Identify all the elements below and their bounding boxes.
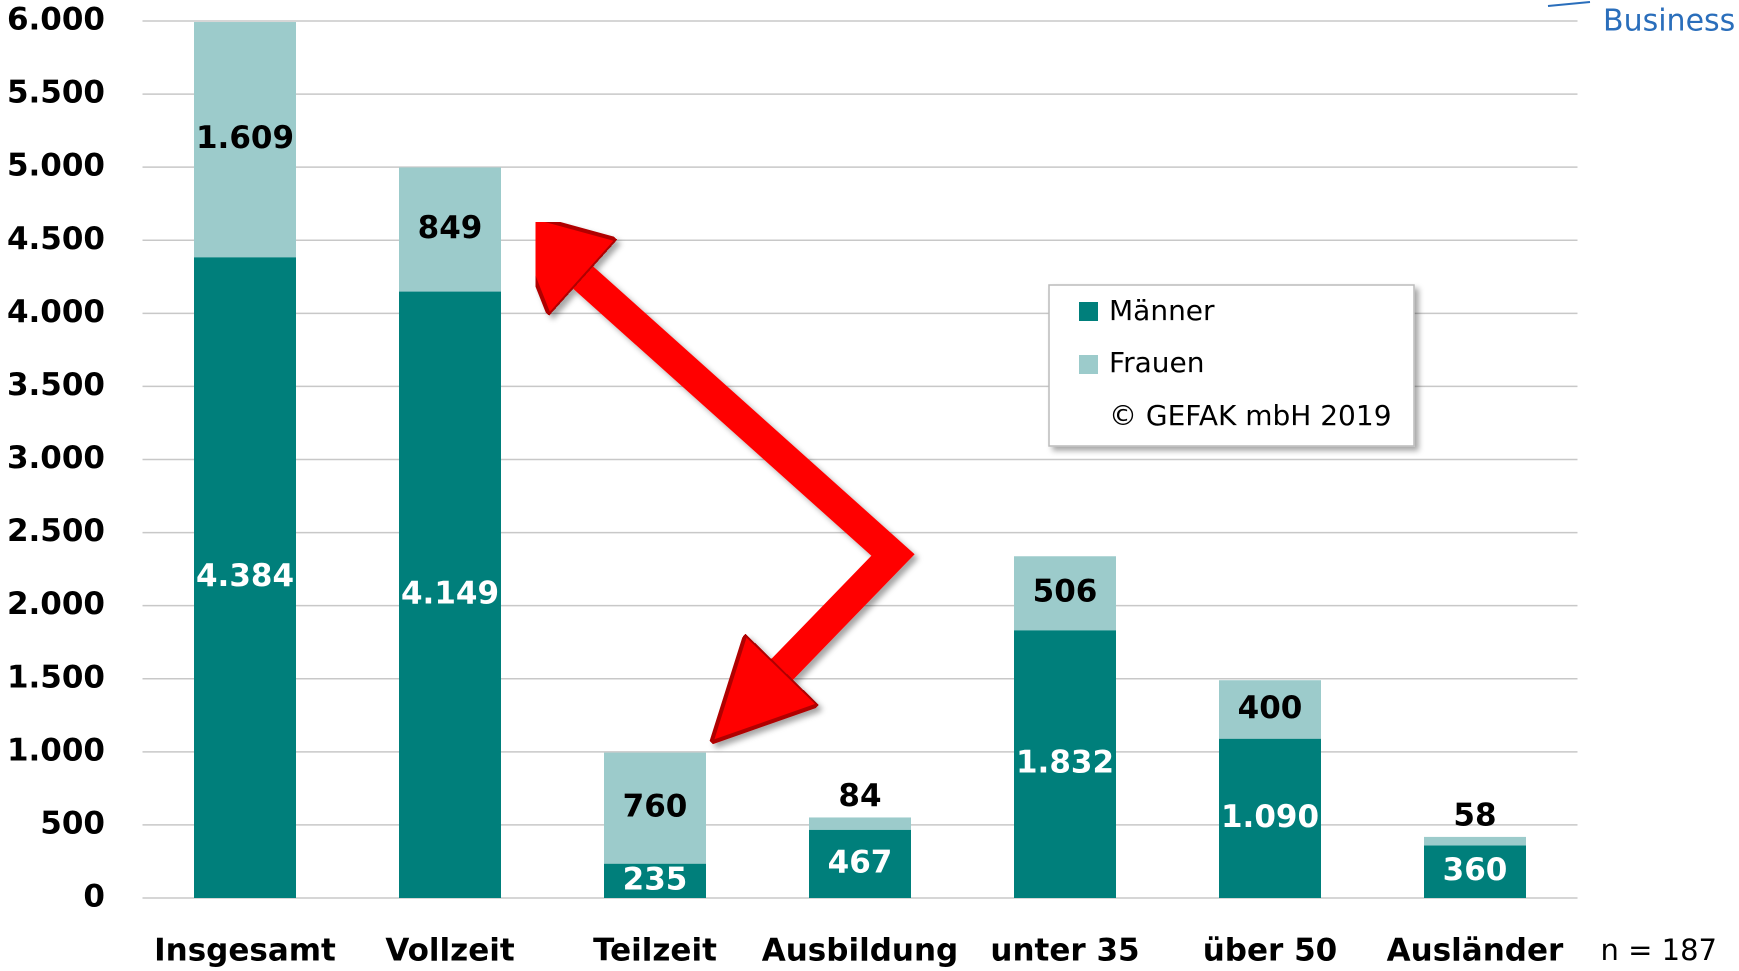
y-tick-label: 5.500 — [7, 75, 105, 111]
legend-note: © GEFAK mbH 2019 — [1109, 399, 1392, 432]
legend-swatch — [1079, 302, 1098, 321]
y-tick-label: 4.000 — [7, 294, 105, 330]
y-tick-label: 2.500 — [7, 513, 105, 549]
data-label: 849 — [418, 210, 483, 246]
bar-segment — [1424, 836, 1526, 846]
y-tick-label: 6.000 — [7, 2, 105, 38]
data-label: 1.832 — [1016, 745, 1114, 781]
data-label: 467 — [828, 844, 893, 880]
legend-swatch — [1079, 355, 1098, 374]
data-label: 84 — [838, 778, 881, 814]
y-tick-label: 3.500 — [7, 367, 105, 403]
y-tick-label: 4.500 — [7, 221, 105, 257]
x-tick-label: Teilzeit — [593, 933, 717, 969]
x-tick-label: unter 35 — [990, 933, 1139, 969]
labels: Insgesamt 4.384 1.609 Vollzeit 4.149 849 Teilz… — [154, 120, 1564, 968]
bars — [194, 22, 1526, 898]
y-tick-label: 1.500 — [7, 659, 105, 695]
bar-segment — [1014, 630, 1116, 898]
data-label: 1.090 — [1221, 799, 1319, 835]
bar-segment — [1424, 845, 1526, 898]
x-tick-label: Ausbildung — [762, 933, 958, 969]
x-tick-label: über 50 — [1203, 933, 1338, 969]
data-label: 400 — [1238, 690, 1303, 726]
data-label: 235 — [623, 861, 688, 897]
data-label: 58 — [1453, 797, 1496, 833]
legend-label: Männer — [1109, 294, 1215, 327]
bar-segment — [194, 257, 296, 898]
x-tick-label: Vollzeit — [385, 933, 515, 969]
logo-text: Business — [1603, 4, 1735, 39]
legend: Männer Frauen © GEFAK mbH 2019 — [1048, 284, 1415, 447]
sample-size: n = 187 — [1601, 933, 1717, 967]
bar-segment — [604, 863, 706, 898]
legend-label: Frauen — [1109, 346, 1204, 379]
data-label: 4.149 — [401, 575, 499, 611]
bar-segment — [399, 167, 501, 292]
y-tick-label: 1.000 — [7, 732, 105, 768]
bar-segment — [194, 22, 296, 258]
bar-segment — [809, 817, 911, 830]
bar-segment — [399, 291, 501, 898]
bar-segment — [809, 829, 911, 898]
x-tick-label: Insgesamt — [154, 933, 336, 969]
y-tick-label: 3.000 — [7, 440, 105, 476]
arrow — [568, 264, 915, 684]
y-tick-label: 2.000 — [7, 586, 105, 622]
bar-segment — [1219, 738, 1321, 898]
data-label: 1.609 — [196, 120, 294, 156]
data-label: 760 — [623, 789, 688, 825]
data-label: 360 — [1443, 852, 1508, 888]
logo-line — [1547, 1, 1591, 7]
bar-segment — [1219, 680, 1321, 739]
bar-segment — [604, 752, 706, 864]
data-label: 4.384 — [196, 558, 294, 594]
y-tick-label: 0 — [83, 879, 105, 915]
y-tick-label: 5.000 — [7, 148, 105, 184]
data-label: 506 — [1033, 574, 1098, 610]
x-tick-label: Ausländer — [1387, 933, 1564, 969]
legend-box — [1048, 284, 1415, 447]
bar-segment — [1014, 556, 1116, 631]
y-tick-label: 500 — [40, 805, 105, 841]
